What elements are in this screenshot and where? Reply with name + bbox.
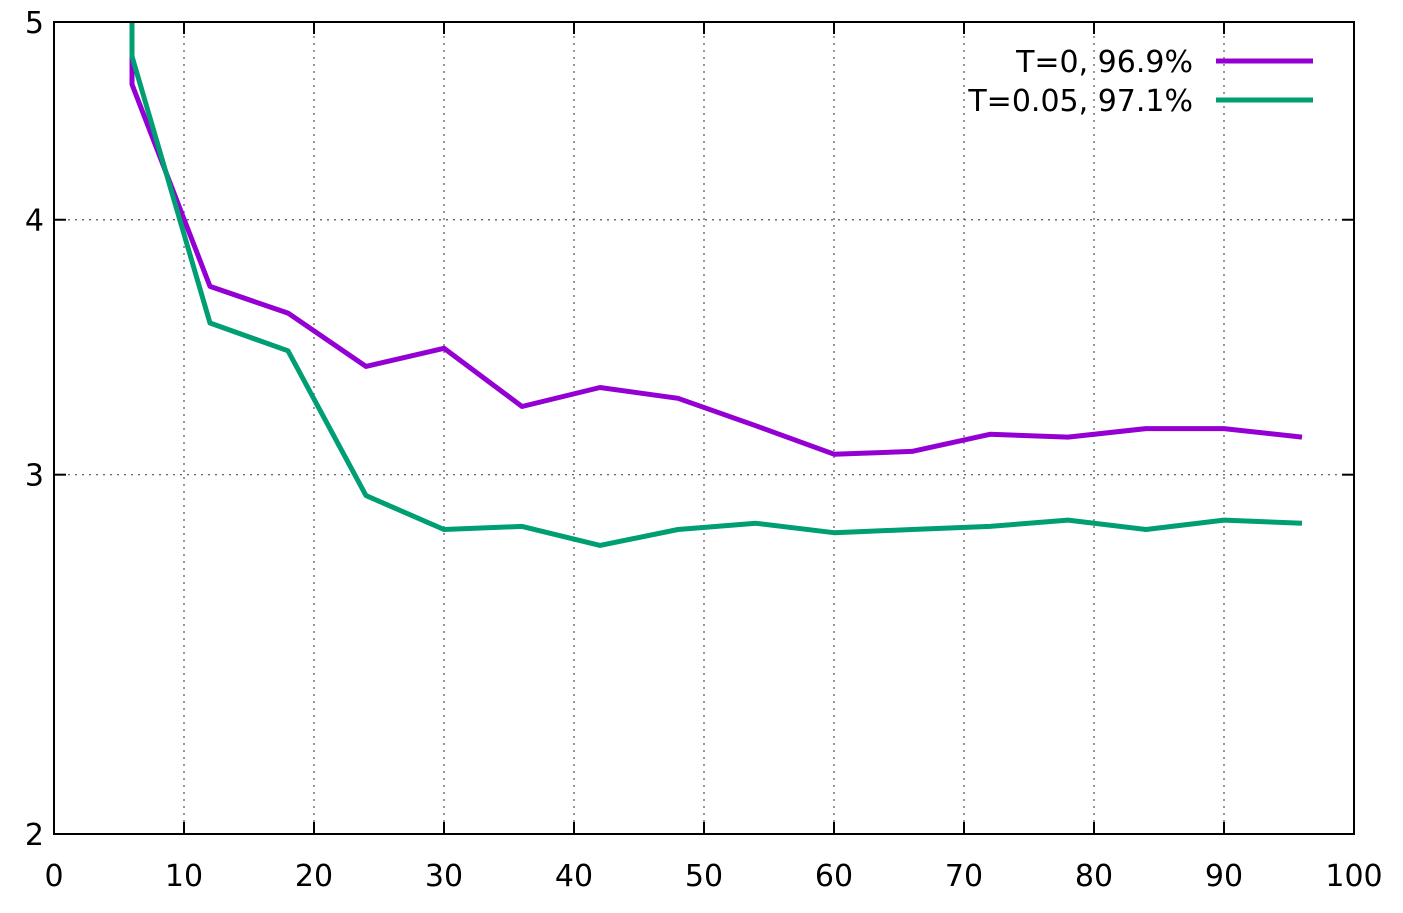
legend-label: T=0, 96.9% xyxy=(1015,45,1193,80)
tick-layer: 0 10 20 30 40 50 60 70 80 90 100 2 3 4 5 xyxy=(25,6,1383,894)
x-tick-label: 30 xyxy=(425,859,463,894)
series-line-2 xyxy=(129,22,1303,548)
series-layer xyxy=(129,22,1303,548)
y-tick-label: 5 xyxy=(25,6,44,41)
x-tick-label: 60 xyxy=(815,859,853,894)
y-tick-label: 3 xyxy=(25,459,44,494)
x-tick-label: 70 xyxy=(945,859,983,894)
y-tick-label: 4 xyxy=(25,204,44,239)
x-tick-label: 90 xyxy=(1205,859,1243,894)
legend-label: T=0.05, 97.1% xyxy=(967,84,1193,119)
series-line-1 xyxy=(129,22,1303,457)
legend: T=0, 96.9% T=0.05, 97.1% xyxy=(967,45,1313,119)
x-tick-label: 50 xyxy=(685,859,723,894)
x-tick-label: 100 xyxy=(1325,859,1382,894)
x-tick-label: 0 xyxy=(44,859,63,894)
x-tick-label: 40 xyxy=(555,859,593,894)
legend-entry: T=0.05, 97.1% xyxy=(967,84,1313,119)
x-tick-label: 10 xyxy=(165,859,203,894)
y-tick-label: 2 xyxy=(25,818,44,853)
x-tick-label: 80 xyxy=(1075,859,1113,894)
x-tick-label: 20 xyxy=(295,859,333,894)
legend-entry: T=0, 96.9% xyxy=(1015,45,1313,80)
